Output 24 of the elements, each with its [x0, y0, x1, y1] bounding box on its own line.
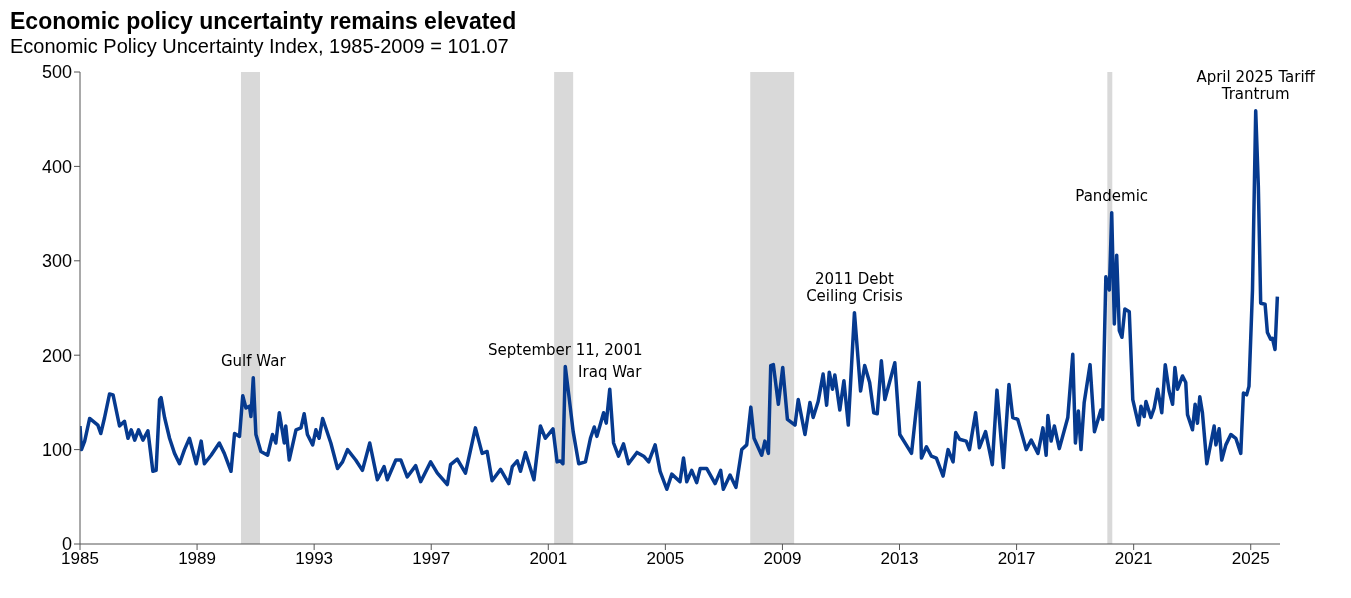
x-tick-label: 2005: [646, 549, 685, 569]
annotation: April 2025 Tariff Trantrum: [1196, 67, 1316, 103]
y-tick-label: 200: [41, 345, 72, 366]
chart-title: Economic policy uncertainty remains elevated: [10, 8, 518, 34]
y-tick-label: 400: [41, 156, 72, 177]
line-series: [80, 108, 1280, 491]
x-tick-label: 2017: [997, 549, 1036, 569]
y-tick-label: 100: [41, 439, 72, 460]
x-tick-label: 1989: [178, 549, 216, 569]
x-tick-label: 1993: [295, 549, 334, 569]
x-tick-label: 2001: [529, 549, 568, 569]
y-tick-label: 300: [41, 251, 72, 272]
x-tick-label: 2009: [763, 549, 802, 569]
y-tick-label: 500: [41, 62, 72, 83]
x-tick-label: 2021: [1114, 549, 1153, 569]
annotation: Pandemic: [1075, 186, 1149, 205]
x-tick-label: 2025: [1231, 549, 1270, 569]
annotation: Iraq War: [578, 363, 643, 382]
annotation: Gulf War: [220, 351, 287, 370]
x-tick-label: 2013: [880, 549, 919, 569]
annotation: 2011 Debt Ceiling Crisis: [806, 269, 903, 305]
annotation: September 11, 2001: [488, 340, 643, 359]
x-tick-label: 1997: [412, 549, 451, 569]
chart-subtitle: Economic Policy Uncertainty Index, 1985-2009 = 101.07: [10, 34, 510, 58]
